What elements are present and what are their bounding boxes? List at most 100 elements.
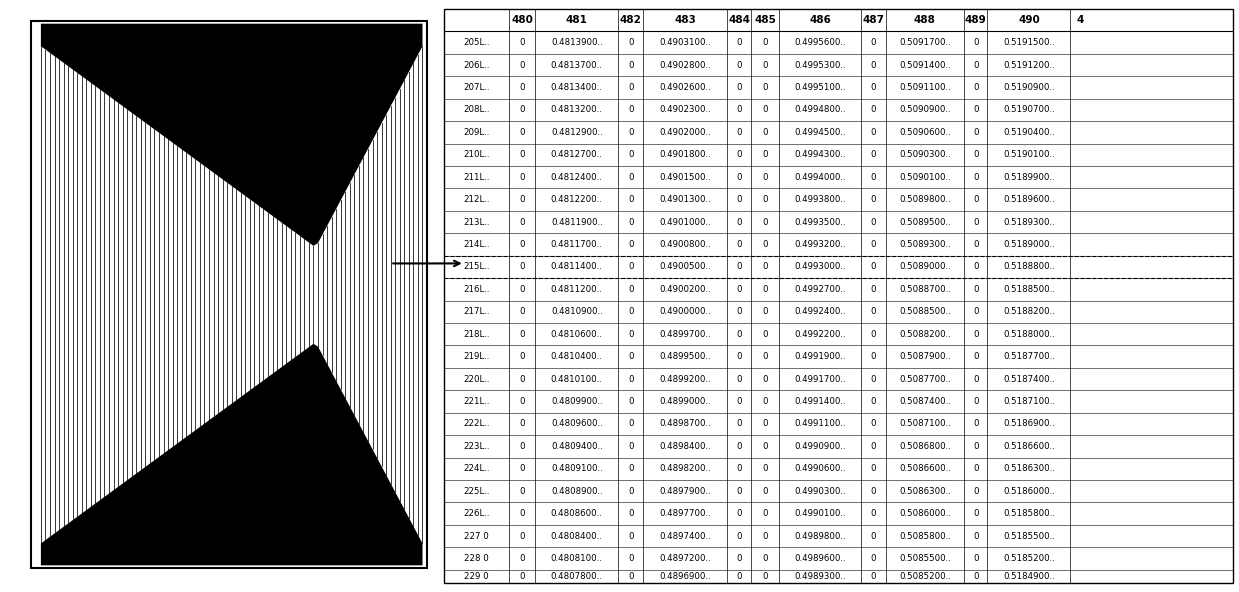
Text: 0: 0 [871,330,876,339]
Text: 0.4991100..: 0.4991100.. [794,419,846,429]
Text: 0: 0 [871,509,876,518]
Text: 0: 0 [736,464,742,473]
Text: 210L..: 210L.. [463,150,489,159]
Text: 0.5185500..: 0.5185500.. [1004,532,1054,540]
Text: 0: 0 [628,509,633,518]
Text: 0.4993000..: 0.4993000.. [794,262,846,271]
Text: 0: 0 [519,572,525,581]
Text: 0.4808900..: 0.4808900.. [551,487,602,496]
Text: 0.4898200..: 0.4898200.. [659,464,711,473]
Text: 0: 0 [762,173,768,182]
Text: 0.5186600..: 0.5186600.. [1004,442,1054,451]
Text: 0: 0 [973,330,979,339]
Text: 0.4993800..: 0.4993800.. [794,195,846,204]
Text: 0: 0 [973,442,979,451]
Text: 0.4811200..: 0.4811200.. [551,285,602,294]
Text: 0: 0 [519,150,525,159]
Text: 0: 0 [519,262,525,271]
Text: 0: 0 [973,509,979,518]
Text: 0: 0 [973,307,979,316]
Text: 0.4989600..: 0.4989600.. [794,554,846,563]
Text: 0.4899200..: 0.4899200.. [659,375,711,384]
Text: 219L..: 219L.. [463,352,489,361]
Text: 0: 0 [762,240,768,249]
Text: 0: 0 [762,554,768,563]
Text: 0: 0 [519,128,525,137]
Text: 488: 488 [914,15,935,25]
Text: 229 0: 229 0 [465,572,488,581]
Text: 0.4813200..: 0.4813200.. [551,105,602,114]
Text: 0.5085200..: 0.5085200.. [900,572,950,581]
Text: 0: 0 [762,83,768,92]
Text: 0: 0 [871,240,876,249]
Text: 0.4809900..: 0.4809900.. [551,397,602,406]
Text: 208L..: 208L.. [463,105,489,114]
Text: 0.4989800..: 0.4989800.. [794,532,846,540]
Text: 0: 0 [519,464,525,473]
Text: 213L..: 213L.. [463,217,489,227]
Text: 0: 0 [973,532,979,540]
Bar [31,21,427,568]
Text: 0: 0 [519,217,525,227]
Text: 0: 0 [736,307,742,316]
Text: 0.5091400..: 0.5091400.. [900,60,950,69]
Text: 0.4809400..: 0.4809400.. [551,442,602,451]
Text: 0: 0 [762,397,768,406]
Polygon shape [41,24,422,246]
Text: 0.4991900..: 0.4991900.. [794,352,846,361]
Text: 0: 0 [628,38,633,47]
Text: 0.5087900..: 0.5087900.. [900,352,950,361]
Text: 0: 0 [762,442,768,451]
Text: 0: 0 [736,38,742,47]
Text: 490: 490 [1018,15,1040,25]
Text: 0.4989300..: 0.4989300.. [794,572,846,581]
Text: 0.4902000..: 0.4902000.. [659,128,711,137]
Text: 0: 0 [871,352,876,361]
Text: 0.4812700..: 0.4812700.. [551,150,602,159]
Text: 0: 0 [736,509,742,518]
Text: 0: 0 [973,105,979,114]
Text: 0: 0 [871,83,876,92]
Text: 0: 0 [519,38,525,47]
Text: 0: 0 [762,419,768,429]
Text: 226L..: 226L.. [463,509,489,518]
Text: 0.5189000..: 0.5189000.. [1004,240,1054,249]
Text: 0: 0 [871,38,876,47]
Text: 0: 0 [762,262,768,271]
Text: 0.5086300..: 0.5086300.. [900,487,950,496]
Text: 0: 0 [871,419,876,429]
Text: 0.5085500..: 0.5085500.. [900,554,950,563]
Text: 0: 0 [871,375,876,384]
Text: 0: 0 [519,442,525,451]
Text: 0: 0 [628,572,633,581]
Text: 0.4897400..: 0.4897400.. [659,532,711,540]
Text: 0: 0 [973,60,979,69]
Text: 0: 0 [519,285,525,294]
Text: 0.4990300..: 0.4990300.. [794,487,846,496]
Text: 0.5091700..: 0.5091700.. [900,38,950,47]
Text: 0.4990600..: 0.4990600.. [794,464,846,473]
Text: 0: 0 [736,217,742,227]
Text: 0.5191500..: 0.5191500.. [1004,38,1054,47]
Text: 217L..: 217L.. [463,307,489,316]
Text: 0.4990100..: 0.4990100.. [794,509,846,518]
Text: 0.5189900..: 0.5189900.. [1004,173,1054,182]
Text: 0: 0 [519,397,525,406]
Text: 0.4995300..: 0.4995300.. [794,60,846,69]
Text: 0.5191200..: 0.5191200.. [1004,60,1054,69]
Text: 0: 0 [736,285,742,294]
Text: 0.4993500..: 0.4993500.. [794,217,846,227]
Text: 0.5087700..: 0.5087700.. [900,375,950,384]
Text: 0: 0 [762,307,768,316]
Text: 0.4995100..: 0.4995100.. [794,83,846,92]
Text: 0: 0 [628,532,633,540]
Text: 0: 0 [871,532,876,540]
Text: 0: 0 [871,60,876,69]
Text: 0.4809600..: 0.4809600.. [551,419,602,429]
Text: 0: 0 [871,554,876,563]
Text: 0.4902300..: 0.4902300.. [659,105,711,114]
Text: 0: 0 [871,150,876,159]
Text: 216L..: 216L.. [463,285,489,294]
Text: 0: 0 [736,375,742,384]
Text: 0: 0 [973,150,979,159]
